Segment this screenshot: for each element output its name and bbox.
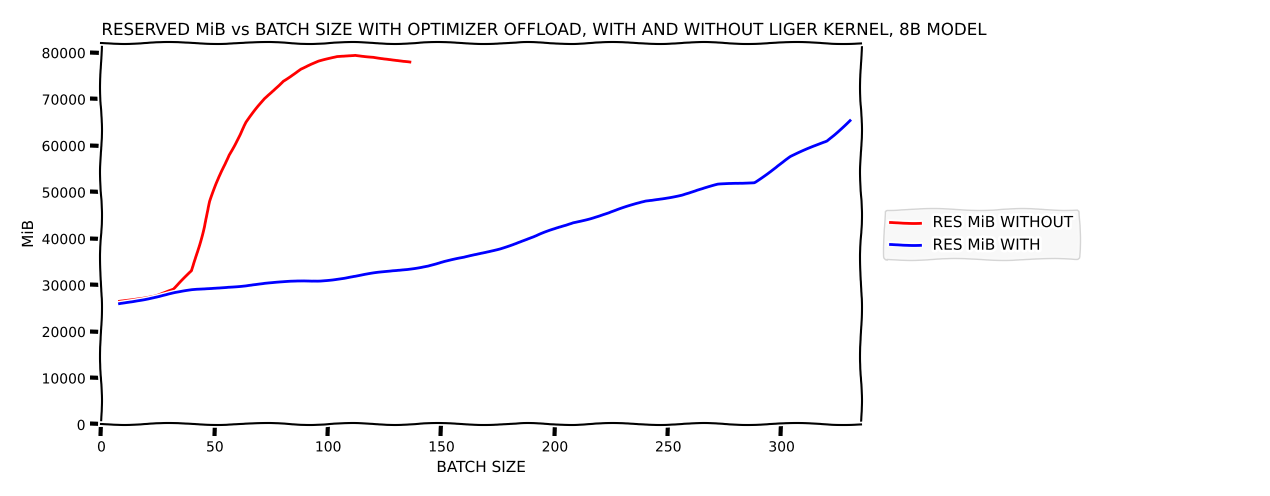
RES MiB WITH [782,154,798,160]
X-axis label: BATCH SIZE: BATCH SIZE [437,460,526,475]
RES MiB WITHOUT [184,268,199,274]
RES MiB WITHOUT [239,120,254,125]
RES MiB WITHOUT [348,52,363,58]
RES MiB WITH [530,233,545,239]
RES MiB WITHOUT [112,298,127,304]
RES MiB WITH [420,262,436,268]
RES MiB WITHOUT [166,287,182,293]
RES MiB WITHOUT [257,96,272,102]
RES MiB WITH [819,138,834,144]
RES MiB WITH [239,282,254,288]
RES MiB WITHOUT [221,152,236,158]
RES MiB WITH [184,288,199,294]
RES MiB WITH [166,291,182,297]
RES MiB WITHOUT [384,57,399,62]
Legend: RES MiB WITHOUT, RES MiB WITH: RES MiB WITHOUT, RES MiB WITH [884,209,1080,259]
RES MiB WITH [221,283,236,289]
RES MiB WITHOUT [366,54,381,60]
RES MiB WITH [348,274,363,280]
Line: RES MiB WITH: RES MiB WITH [119,120,850,304]
RES MiB WITH [493,245,508,251]
RES MiB WITH [842,117,857,123]
RES MiB WITHOUT [149,292,164,298]
Y-axis label: MiB: MiB [22,220,36,248]
RES MiB WITHOUT [403,60,418,66]
RES MiB WITHOUT [311,59,326,65]
RES MiB WITH [112,301,127,307]
Line: RES MiB WITHOUT: RES MiB WITHOUT [119,55,410,301]
RES MiB WITHOUT [276,77,291,83]
RES MiB WITH [276,280,291,286]
RES MiB WITHOUT [130,295,145,301]
RES MiB WITH [456,255,471,261]
RES MiB WITH [149,294,164,300]
RES MiB WITH [257,281,272,287]
RES MiB WITH [674,191,690,197]
RES MiB WITH [638,198,653,204]
RES MiB WITH [130,297,145,303]
RES MiB WITHOUT [293,66,309,72]
RES MiB WITH [747,179,762,185]
RES MiB WITH [710,182,725,188]
RES MiB WITH [384,268,399,274]
RES MiB WITH [565,219,580,225]
RES MiB WITH [203,286,218,292]
RES MiB WITHOUT [329,54,344,60]
Text: RESERVED MiB vs BATCH SIZE WITH OPTIMIZER OFFLOAD, WITH AND WITHOUT LIGER KERNEL: RESERVED MiB vs BATCH SIZE WITH OPTIMIZE… [102,21,984,39]
RES MiB WITH [311,277,326,283]
RES MiB WITHOUT [203,198,218,204]
RES MiB WITH [602,210,617,216]
